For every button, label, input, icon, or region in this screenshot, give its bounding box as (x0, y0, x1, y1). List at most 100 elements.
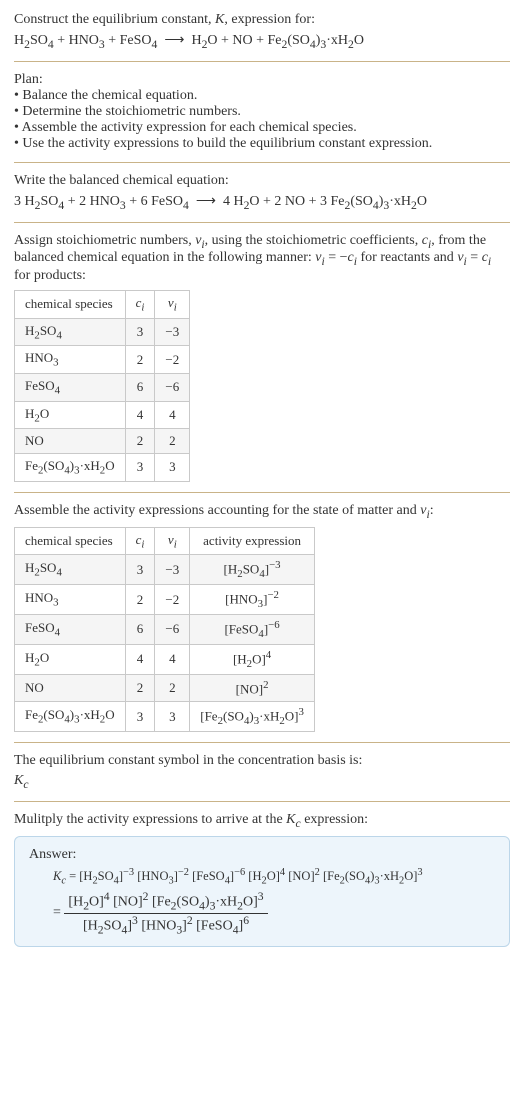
balanced-equation: 3 H2SO4 + 2 HNO3 + 6 FeSO4 ⟶ 4 H2O + 2 N… (14, 193, 510, 212)
cell-activity: [H2SO4]−3 (190, 555, 315, 585)
cell-ci: 3 (125, 454, 155, 482)
plan-title: Plan: (14, 72, 510, 88)
cell-ci: 6 (125, 614, 155, 644)
cell-ci: 2 (125, 429, 155, 454)
basis-block: The equilibrium constant symbol in the c… (14, 753, 510, 791)
header-line1: Construct the equilibrium constant, K, e… (14, 12, 510, 28)
activity-intro: Assemble the activity expressions accoun… (14, 503, 510, 521)
cell-species: Fe2(SO4)3·xH2O (15, 454, 126, 482)
cell-ci: 3 (125, 555, 155, 585)
cell-vi: −6 (155, 614, 190, 644)
cell-vi: −2 (155, 346, 190, 374)
cell-activity: [HNO3]−2 (190, 585, 315, 615)
cell-species: HNO3 (15, 585, 126, 615)
cell-vi: 2 (155, 674, 190, 701)
cell-activity: [NO]2 (190, 674, 315, 701)
table-header-row: chemical species ci νi (15, 291, 190, 319)
table-row: H2O44[H2O]4 (15, 644, 315, 674)
cell-ci: 6 (125, 373, 155, 401)
table-row: H2SO43−3 (15, 318, 190, 346)
cell-ci: 3 (125, 702, 155, 732)
divider (14, 222, 510, 223)
answer-line1: Kc = [H2SO4]−3 [HNO3]−2 [FeSO4]−6 [H2O]4… (53, 867, 495, 887)
header-equation: H2SO4 + HNO3 + FeSO4 ⟶ H2O + NO + Fe2(SO… (14, 32, 510, 51)
cell-vi: −3 (155, 318, 190, 346)
cell-vi: −2 (155, 585, 190, 615)
divider (14, 801, 510, 802)
cell-species: Fe2(SO4)3·xH2O (15, 702, 126, 732)
cell-species: FeSO4 (15, 373, 126, 401)
stoich-block: Assign stoichiometric numbers, νi, using… (14, 233, 510, 482)
cell-ci: 4 (125, 644, 155, 674)
multiply-line: Mulitply the activity expressions to arr… (14, 812, 510, 830)
plan-item: • Determine the stoichiometric numbers. (14, 104, 510, 120)
col-activity: activity expression (190, 527, 315, 555)
multiply-block: Mulitply the activity expressions to arr… (14, 812, 510, 947)
divider (14, 61, 510, 62)
cell-activity: [FeSO4]−6 (190, 614, 315, 644)
answer-box: Answer: Kc = [H2SO4]−3 [HNO3]−2 [FeSO4]−… (14, 836, 510, 948)
answer-title: Answer: (29, 847, 495, 863)
cell-species: H2O (15, 644, 126, 674)
table-row: FeSO46−6 (15, 373, 190, 401)
basis-line: The equilibrium constant symbol in the c… (14, 753, 510, 769)
basis-symbol: Kc (14, 773, 510, 791)
table-header-row: chemical species ci νi activity expressi… (15, 527, 315, 555)
cell-ci: 2 (125, 585, 155, 615)
cell-species: FeSO4 (15, 614, 126, 644)
balanced-block: Write the balanced chemical equation: 3 … (14, 173, 510, 212)
table-row: NO22[NO]2 (15, 674, 315, 701)
cell-ci: 3 (125, 318, 155, 346)
fraction-numerator: [H2O]4 [NO]2 [Fe2(SO4)3·xH2O]3 (64, 890, 267, 913)
activity-table: chemical species ci νi activity expressi… (14, 527, 315, 733)
cell-vi: 3 (155, 454, 190, 482)
table-row: H2SO43−3[H2SO4]−3 (15, 555, 315, 585)
answer-content: Kc = [H2SO4]−3 [HNO3]−2 [FeSO4]−6 [H2O]4… (53, 867, 495, 937)
cell-species: H2O (15, 401, 126, 429)
balanced-title: Write the balanced chemical equation: (14, 173, 510, 189)
cell-vi: −3 (155, 555, 190, 585)
cell-vi: 4 (155, 644, 190, 674)
table-row: H2O44 (15, 401, 190, 429)
col-ci: ci (125, 527, 155, 555)
cell-species: H2SO4 (15, 318, 126, 346)
plan-item: • Assemble the activity expression for e… (14, 120, 510, 136)
divider (14, 742, 510, 743)
cell-activity: [H2O]4 (190, 644, 315, 674)
header-block: Construct the equilibrium constant, K, e… (14, 12, 510, 51)
cell-activity: [Fe2(SO4)3·xH2O]3 (190, 702, 315, 732)
answer-line2: = [H2O]4 [NO]2 [Fe2(SO4)3·xH2O]3 [H2SO4]… (53, 890, 495, 936)
col-vi: νi (155, 527, 190, 555)
divider (14, 492, 510, 493)
table-row: FeSO46−6[FeSO4]−6 (15, 614, 315, 644)
cell-species: NO (15, 429, 126, 454)
table-row: NO22 (15, 429, 190, 454)
table-row: HNO32−2[HNO3]−2 (15, 585, 315, 615)
plan-item: • Balance the chemical equation. (14, 88, 510, 104)
plan-item: • Use the activity expressions to build … (14, 136, 510, 152)
activity-block: Assemble the activity expressions accoun… (14, 503, 510, 732)
cell-vi: 4 (155, 401, 190, 429)
cell-vi: 2 (155, 429, 190, 454)
col-species: chemical species (15, 291, 126, 319)
col-species: chemical species (15, 527, 126, 555)
answer-fraction: [H2O]4 [NO]2 [Fe2(SO4)3·xH2O]3 [H2SO4]3 … (64, 890, 267, 936)
col-ci: ci (125, 291, 155, 319)
cell-species: H2SO4 (15, 555, 126, 585)
cell-ci: 2 (125, 346, 155, 374)
divider (14, 162, 510, 163)
table-row: Fe2(SO4)3·xH2O33[Fe2(SO4)3·xH2O]3 (15, 702, 315, 732)
cell-ci: 4 (125, 401, 155, 429)
cell-vi: −6 (155, 373, 190, 401)
cell-ci: 2 (125, 674, 155, 701)
table-row: Fe2(SO4)3·xH2O33 (15, 454, 190, 482)
plan-block: Plan: • Balance the chemical equation. •… (14, 72, 510, 152)
stoich-intro: Assign stoichiometric numbers, νi, using… (14, 233, 510, 285)
cell-species: NO (15, 674, 126, 701)
table-row: HNO32−2 (15, 346, 190, 374)
stoich-table: chemical species ci νi H2SO43−3 HNO32−2 … (14, 290, 190, 482)
cell-vi: 3 (155, 702, 190, 732)
col-vi: νi (155, 291, 190, 319)
fraction-denominator: [H2SO4]3 [HNO3]2 [FeSO4]6 (64, 914, 267, 936)
cell-species: HNO3 (15, 346, 126, 374)
